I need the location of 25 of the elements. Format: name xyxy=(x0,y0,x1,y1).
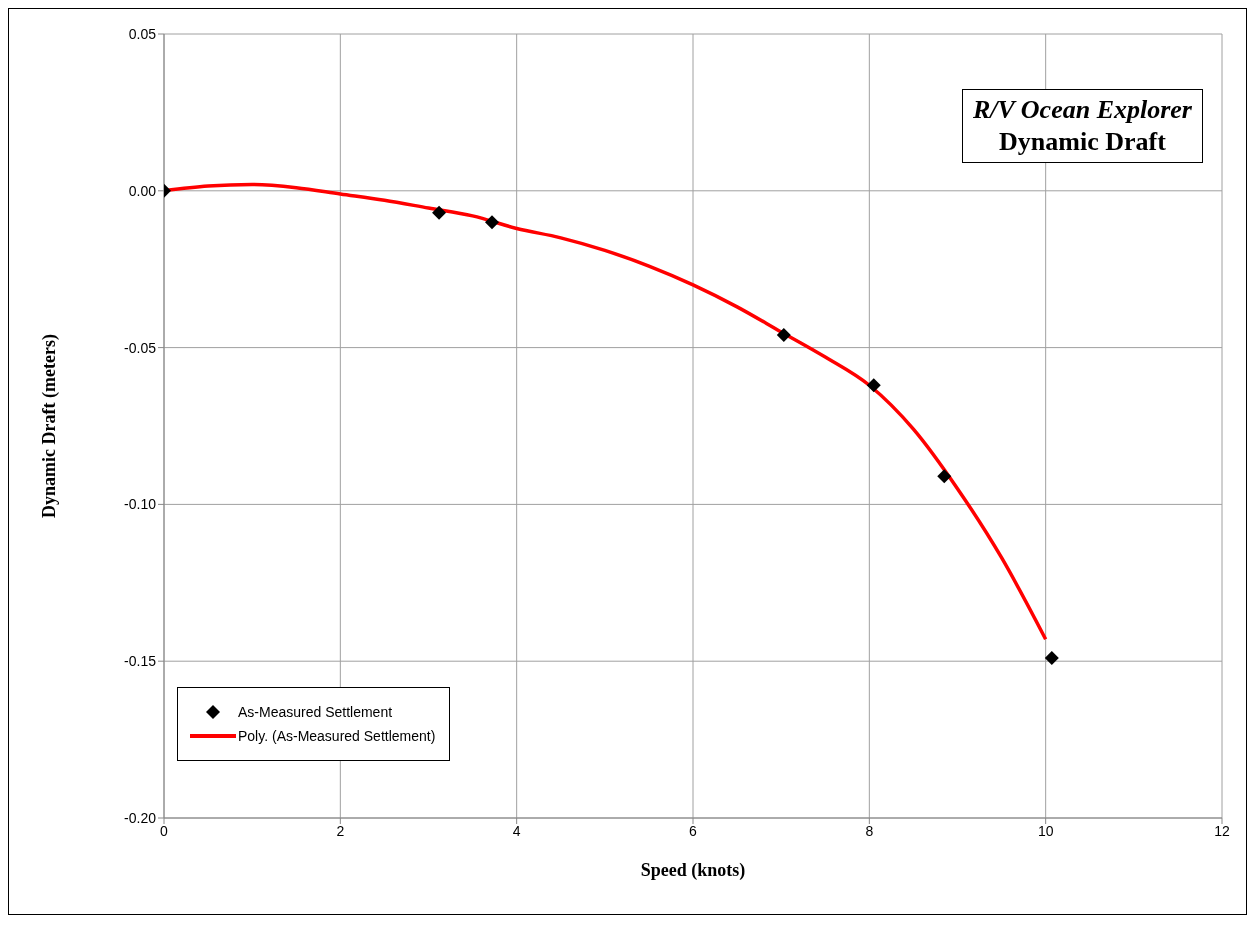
text: Dynamic Draft xyxy=(998,126,1167,158)
x-tick-label: 0 xyxy=(160,822,169,839)
x-tick-label: 10 xyxy=(1037,822,1054,839)
y-tick-label: -0.10 xyxy=(124,496,157,513)
legend-label: As-Measured Settlement xyxy=(238,704,393,720)
point xyxy=(1044,651,1059,666)
point xyxy=(776,328,791,343)
y-tick-label: 0.00 xyxy=(128,182,157,199)
point xyxy=(937,469,952,484)
y-tick-label: 0.05 xyxy=(128,25,157,42)
x-tick-label: 6 xyxy=(689,822,698,839)
point xyxy=(484,215,499,230)
x-tick-label: 12 xyxy=(1214,822,1230,839)
point xyxy=(432,205,447,220)
y-tick-label: -0.05 xyxy=(124,339,157,356)
y-axis-title: Dynamic Draft (meters) xyxy=(39,334,61,518)
text: R/V Ocean Explorer xyxy=(972,94,1192,126)
point xyxy=(866,378,881,393)
x-tick-label: 2 xyxy=(336,822,345,839)
y-tick-label: -0.15 xyxy=(124,653,157,670)
x-tick-label: 4 xyxy=(512,822,521,839)
legend-label: Poly. (As-Measured Settlement) xyxy=(238,728,436,744)
x-axis-title: Speed (knots) xyxy=(640,860,746,881)
y-tick-label: -0.20 xyxy=(124,809,157,826)
x-tick-label: 8 xyxy=(865,822,874,839)
